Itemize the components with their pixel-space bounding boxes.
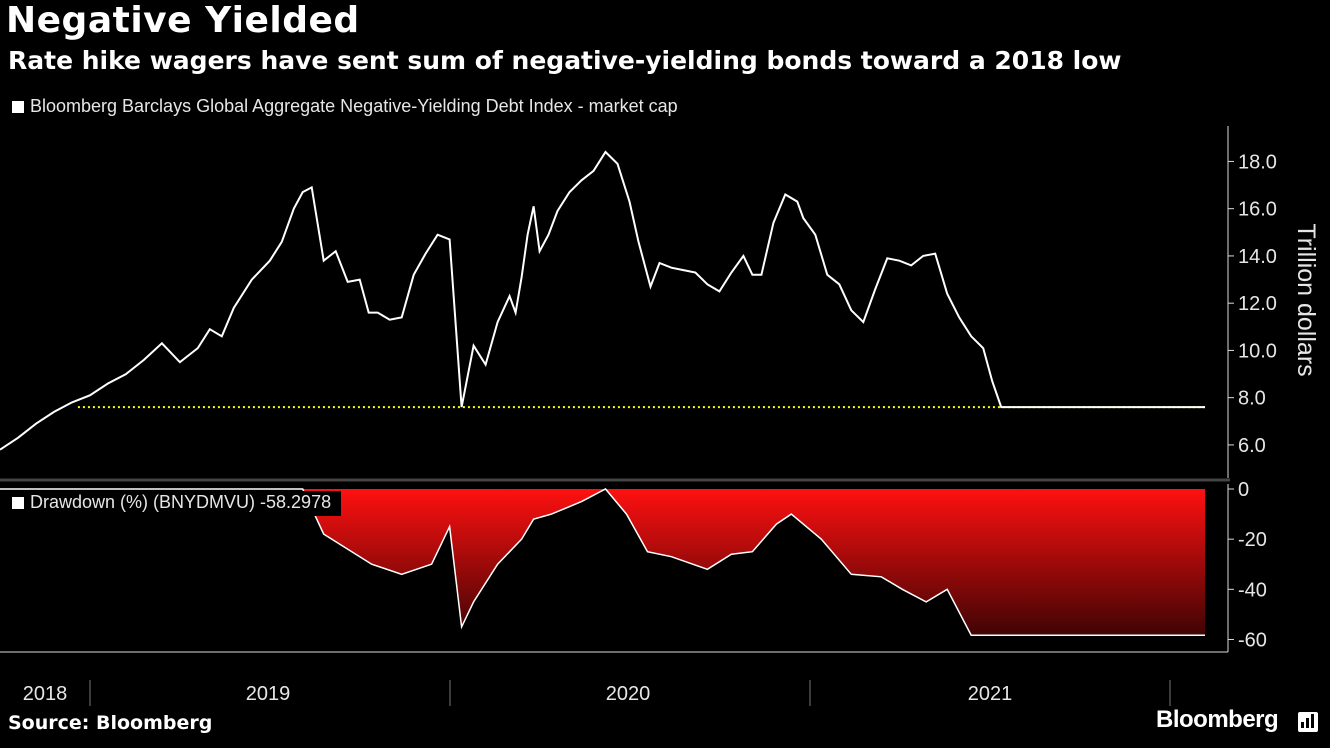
y-tick-label: 16.0 [1238, 199, 1277, 221]
legend-label: Bloomberg Barclays Global Aggregate Nega… [30, 96, 678, 116]
drawdown-line [0, 488, 1205, 636]
y-tick-label: 14.0 [1238, 246, 1277, 268]
dd-tick-label: 0 [1238, 479, 1249, 501]
dd-tick-label: -60 [1238, 629, 1267, 651]
y-tick-label: 6.0 [1238, 435, 1266, 457]
y-axis-title: Trillion dollars [1292, 223, 1320, 376]
main-chart-legend: Bloomberg Barclays Global Aggregate Nega… [12, 96, 678, 117]
y-tick-label: 12.0 [1238, 293, 1277, 315]
y-tick-label: 18.0 [1238, 151, 1277, 173]
source-note: Source: Bloomberg [8, 712, 213, 734]
dd-tick-label: -20 [1238, 529, 1267, 551]
legend-swatch [12, 100, 24, 113]
x-tick-label: 2021 [968, 683, 1013, 705]
chart-icon [1298, 712, 1318, 732]
legend-swatch [12, 496, 24, 509]
x-tick-label: 2020 [606, 683, 651, 705]
dd-tick-label: -40 [1238, 579, 1267, 601]
market-cap-line [0, 150, 1205, 451]
drawdown-area [0, 489, 1205, 636]
x-tick-label: 2018 [23, 683, 68, 705]
drawdown-legend-label: Drawdown (%) (BNYDMVU) -58.2978 [30, 492, 332, 512]
x-tick-label: 2019 [246, 683, 291, 705]
page-subtitle: Rate hike wagers have sent sum of negati… [8, 46, 1122, 75]
page-title: Negative Yielded [6, 0, 360, 41]
brand-logo: Bloomberg [1156, 706, 1279, 733]
y-tick-label: 8.0 [1238, 388, 1266, 410]
y-tick-label: 10.0 [1238, 340, 1277, 362]
drawdown-legend: Drawdown (%) (BNYDMVU) -58.2978 [6, 491, 342, 516]
